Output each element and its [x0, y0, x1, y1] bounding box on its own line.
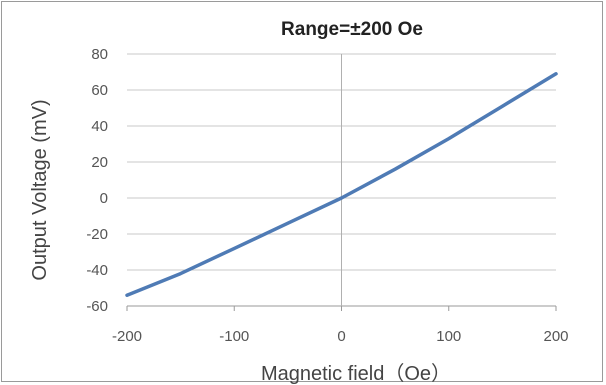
y-tick-label: 60 [91, 82, 108, 99]
y-tick-label: 0 [100, 190, 108, 207]
series-line [125, 72, 558, 297]
y-tick-label: 40 [91, 118, 108, 135]
axes [126, 54, 557, 311]
y-tick-label: -40 [86, 262, 108, 279]
x-axis-label: Magnetic field（Oe） [261, 362, 451, 385]
x-tick-label: -100 [219, 328, 249, 345]
y-tick-label: -60 [86, 298, 108, 315]
y-tick-label: 80 [91, 46, 108, 63]
x-tick-label: 200 [543, 328, 568, 345]
y-tick-label: -20 [86, 226, 108, 243]
chart-title: Range=±200 Oe [281, 19, 423, 40]
y-tick-label: 20 [91, 154, 108, 171]
x-tick-label: 100 [436, 328, 461, 345]
series-layer [125, 72, 558, 297]
x-tick-label: -200 [112, 328, 142, 345]
x-tick-label: 0 [337, 328, 345, 345]
y-axis-label: Output Voltage (mV) [29, 99, 51, 280]
